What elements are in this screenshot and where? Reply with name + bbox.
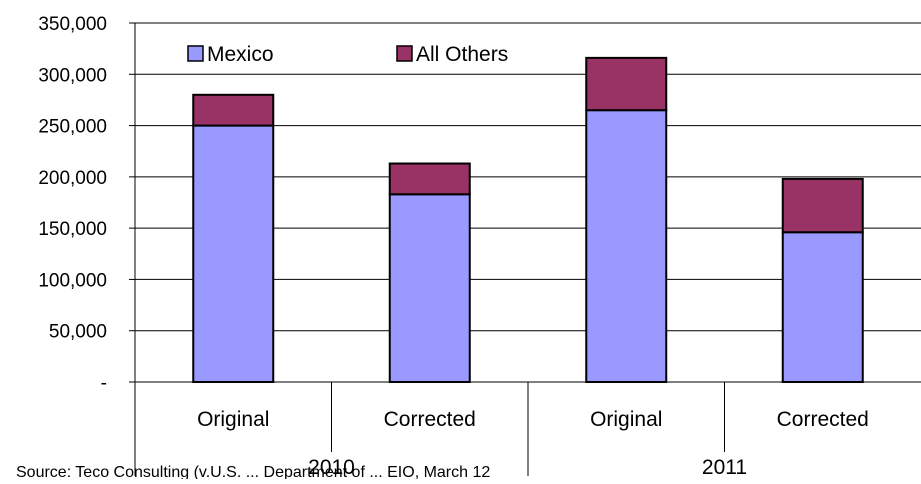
bar-segment-mexico — [192, 124, 275, 383]
bars — [192, 56, 864, 384]
bar-segment-mexico — [388, 193, 471, 383]
bar-segment-all-others — [388, 162, 471, 196]
bar-segment-all-others — [585, 56, 668, 112]
y-tick-label: 300,000 — [38, 65, 107, 86]
y-tick-label: 150,000 — [38, 219, 107, 240]
y-tick-label: 100,000 — [38, 270, 107, 291]
bar-segment-mexico — [781, 231, 864, 383]
bar-segment-all-others — [781, 177, 864, 234]
x-category-label: Corrected — [777, 408, 869, 431]
legend-swatch — [396, 45, 413, 62]
y-axis-ticks: - 50,000 100,000 150,000 200,000 250,000 300,0… — [38, 14, 135, 394]
x-category-label: Corrected — [384, 408, 476, 431]
legend-swatch — [187, 45, 204, 62]
y-tick-label: - — [101, 373, 107, 394]
x-axis-labels: Original Corrected Original Corrected 2010 20… — [197, 408, 869, 479]
legend-label: Mexico — [207, 43, 274, 66]
legend: Mexico All Others — [187, 43, 508, 66]
bar-segment-all-others — [192, 93, 275, 127]
y-tick-label: 350,000 — [38, 14, 107, 35]
legend-label: All Others — [416, 43, 508, 66]
x-group-label: 2010 — [308, 456, 355, 479]
x-category-label: Original — [197, 408, 269, 431]
x-category-label: Original — [590, 408, 662, 431]
axes — [134, 23, 921, 476]
y-tick-label: 250,000 — [38, 117, 107, 138]
bar-segment-mexico — [585, 109, 668, 384]
y-tick-label: 200,000 — [38, 168, 107, 189]
y-tick-label: 50,000 — [49, 322, 107, 343]
source-note: Source: Teco Consulting (v.U.S. ... Depa… — [16, 464, 490, 479]
x-group-label: 2011 — [702, 456, 747, 479]
